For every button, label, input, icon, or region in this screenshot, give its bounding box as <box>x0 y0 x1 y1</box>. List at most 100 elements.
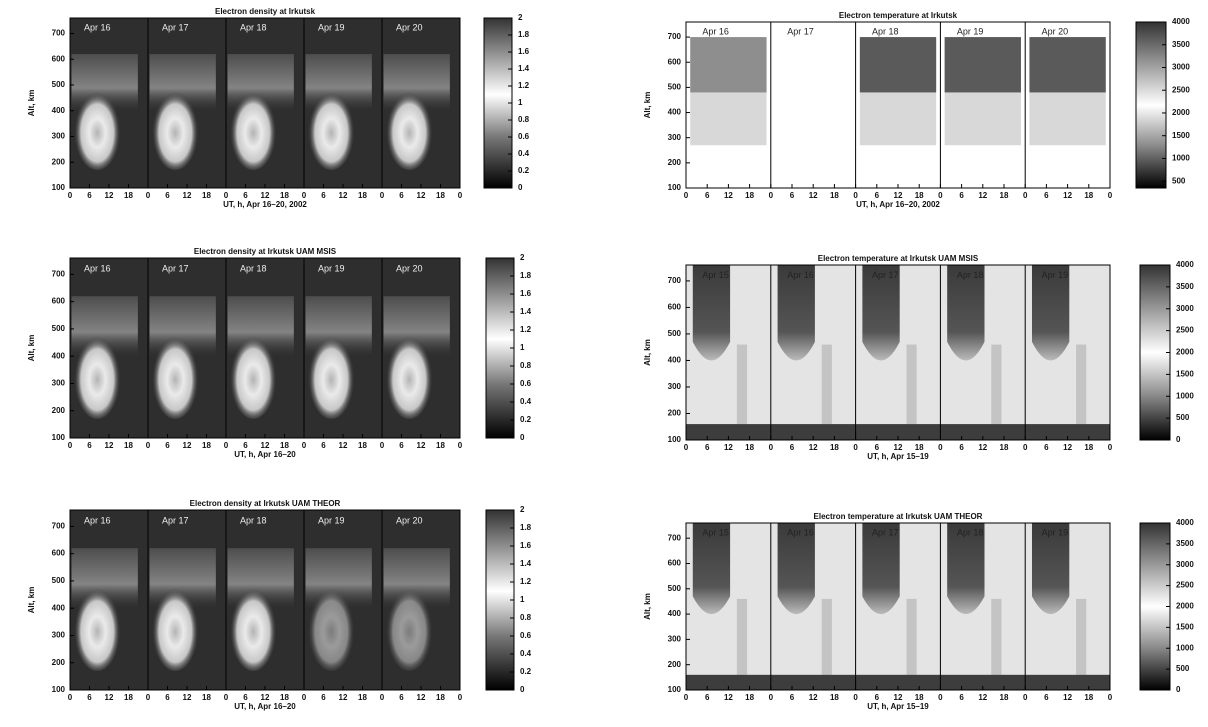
colorbar <box>1139 522 1171 691</box>
x-tick-label: 18 <box>358 441 367 450</box>
colorbar-tick-label: 1500 <box>1176 369 1194 378</box>
x-tick-label: 12 <box>724 443 733 452</box>
colorbar-tick-label: 2500 <box>1176 326 1194 335</box>
y-tick-label: 100 <box>668 183 682 192</box>
y-axis-label: Alt, km <box>27 587 36 614</box>
y-tick-label: 400 <box>668 108 682 117</box>
x-tick-label: 12 <box>417 693 426 702</box>
x-tick-label: 0 <box>458 693 463 702</box>
x-tick-label: 12 <box>417 441 426 450</box>
x-tick-label: 12 <box>809 693 818 702</box>
x-tick-label: 18 <box>124 441 133 450</box>
x-tick-label: 18 <box>436 441 445 450</box>
x-tick-label: 18 <box>202 441 211 450</box>
x-tick-label: 0 <box>458 191 463 200</box>
x-axis-label: UT, h, Apr 16–20, 2002 <box>223 200 307 209</box>
x-tick-label: 6 <box>243 441 248 450</box>
day-label: Apr 19 <box>1042 270 1069 280</box>
y-tick-label: 600 <box>668 559 682 568</box>
colorbar-tick-label: 1.6 <box>520 541 532 550</box>
x-tick-label: 0 <box>302 693 307 702</box>
colorbar-tick-label: 0.8 <box>520 613 532 622</box>
x-tick-label: 6 <box>705 693 710 702</box>
x-tick-label: 18 <box>830 191 839 200</box>
y-tick-label: 100 <box>52 433 66 442</box>
heatmap-dark-region <box>862 265 900 361</box>
x-tick-label: 0 <box>68 693 73 702</box>
y-tick-label: 300 <box>52 379 66 388</box>
x-tick-label: 0 <box>224 191 229 200</box>
x-tick-label: 6 <box>1044 191 1049 200</box>
x-tick-label: 18 <box>436 191 445 200</box>
colorbar-tick-label: 3000 <box>1172 63 1190 72</box>
heatmap-dark-region <box>947 265 985 361</box>
heatmap-blob <box>385 583 433 671</box>
colorbar <box>483 17 513 189</box>
y-tick-label: 400 <box>668 609 682 618</box>
x-tick-label: 18 <box>280 441 289 450</box>
x-tick-label: 6 <box>790 443 795 452</box>
x-tick-label: 0 <box>146 693 151 702</box>
y-tick-label: 700 <box>52 521 66 530</box>
x-tick-label: 0 <box>684 443 689 452</box>
day-label: Apr 16 <box>787 270 814 280</box>
colorbar-tick-label: 0.4 <box>518 149 530 158</box>
x-tick-label: 0 <box>380 441 385 450</box>
x-tick-label: 6 <box>875 191 880 200</box>
colorbar-tick-label: 0 <box>518 183 523 192</box>
x-tick-label: 0 <box>302 191 307 200</box>
colorbar-tick-label: 0 <box>520 685 525 694</box>
colorbar-tick-label: 1.2 <box>518 81 530 90</box>
x-tick-label: 0 <box>458 441 463 450</box>
colorbar-tick-label: 1.6 <box>520 289 532 298</box>
x-tick-label: 18 <box>1084 693 1093 702</box>
day-label: Apr 16 <box>787 527 814 537</box>
colorbar-tick-label: 1 <box>520 343 525 352</box>
x-tick-label: 12 <box>894 443 903 452</box>
x-tick-label: 6 <box>165 693 170 702</box>
x-tick-label: 18 <box>745 693 754 702</box>
heatmap-pillar <box>906 598 917 675</box>
heatmap-dark-region <box>859 37 937 93</box>
x-tick-label: 12 <box>261 191 270 200</box>
x-tick-label: 6 <box>321 441 326 450</box>
x-tick-label: 18 <box>1084 191 1093 200</box>
y-tick-label: 700 <box>52 29 66 38</box>
heatmap <box>686 22 1110 188</box>
colorbar-tick-label: 0.8 <box>520 361 532 370</box>
day-label: Apr 16 <box>84 23 111 33</box>
y-tick-label: 600 <box>52 54 66 63</box>
heatmap <box>70 18 460 188</box>
x-tick-label: 18 <box>915 693 924 702</box>
x-tick-label: 12 <box>261 693 270 702</box>
heatmap-pillar <box>821 344 832 425</box>
colorbar-tick-label: 1.6 <box>518 47 530 56</box>
chart-title: Electron density at Irkutsk <box>215 7 316 16</box>
day-label: Apr 15 <box>702 527 729 537</box>
x-tick-label: 12 <box>1063 443 1072 452</box>
y-axis-label: Alt, km <box>643 593 652 620</box>
heatmap <box>686 265 1110 440</box>
y-axis-label: Alt, km <box>643 339 652 366</box>
colorbar-tick-label: 0.8 <box>518 115 530 124</box>
y-tick-label: 400 <box>668 356 682 365</box>
y-tick-label: 600 <box>668 303 682 312</box>
colorbar-tick-label: 2500 <box>1172 85 1190 94</box>
x-axis-label: UT, h, Apr 15–19 <box>867 702 929 711</box>
y-tick-label: 500 <box>668 83 682 92</box>
colorbar-tick-label: 2000 <box>1176 602 1194 611</box>
day-label: Apr 17 <box>162 263 189 273</box>
colorbar-tick-label: 2 <box>518 13 523 22</box>
colorbar-tick-label: 2000 <box>1176 348 1194 357</box>
heatmap-pillar <box>991 598 1002 675</box>
x-tick-label: 6 <box>1044 443 1049 452</box>
x-tick-label: 18 <box>830 443 839 452</box>
x-tick-label: 12 <box>978 693 987 702</box>
x-tick-label: 0 <box>769 443 774 452</box>
y-tick-label: 400 <box>52 106 66 115</box>
heatmap-blob <box>385 87 433 170</box>
colorbar-tick-label: 1.8 <box>520 523 532 532</box>
x-tick-label: 18 <box>745 191 754 200</box>
y-tick-label: 500 <box>52 80 66 89</box>
colorbar-tick-label: 1000 <box>1176 643 1194 652</box>
